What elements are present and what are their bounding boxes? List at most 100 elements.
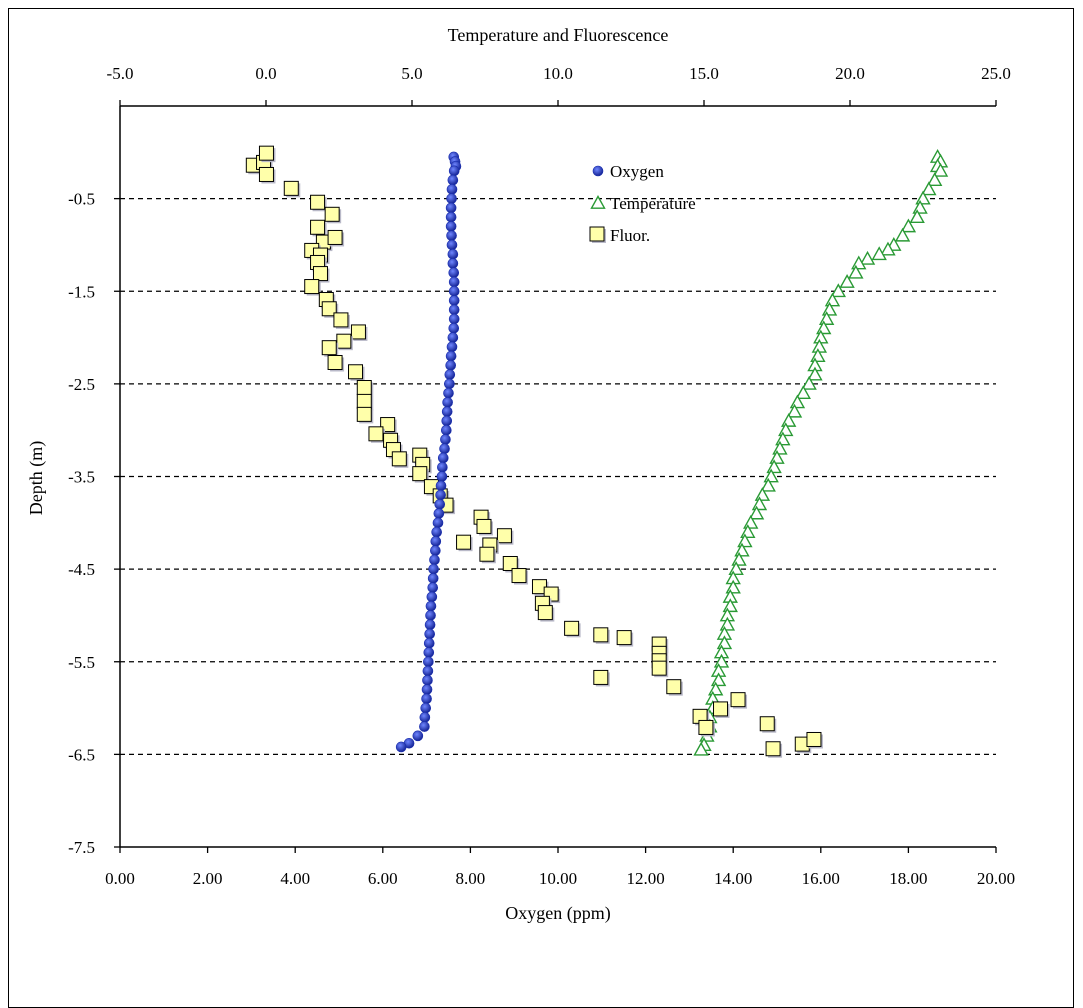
marker-square — [310, 194, 326, 210]
fluor-point — [651, 660, 669, 678]
marker-square — [651, 660, 667, 676]
oxygen-point — [421, 684, 433, 695]
marker-square — [496, 528, 512, 544]
marker-square — [765, 741, 781, 757]
y-axis-tick-label: -6.5 — [68, 745, 95, 764]
marker-square — [564, 620, 580, 636]
marker-square — [356, 393, 372, 409]
marker-square — [356, 380, 372, 396]
oxygen-point — [425, 600, 437, 612]
oxygen-point — [428, 563, 439, 575]
oxygen-point — [424, 628, 435, 640]
fluor-point — [537, 605, 555, 622]
temperature-point — [807, 366, 823, 381]
oxygen-point — [421, 693, 432, 705]
fluor-point — [310, 194, 327, 212]
oxygen-point — [445, 221, 457, 232]
marker-square — [304, 279, 320, 295]
oxygen-point — [445, 350, 457, 362]
fluor-point — [564, 620, 581, 638]
fluor-point — [476, 518, 493, 536]
temperature-point — [871, 246, 887, 261]
marker-square — [283, 180, 299, 196]
marker-square — [502, 555, 518, 571]
oxygen-point — [424, 619, 436, 631]
fluor-point — [336, 333, 353, 351]
temperature-point — [859, 250, 876, 265]
fluor-point — [593, 627, 610, 644]
oxygen-point — [448, 304, 460, 316]
oxygen-point — [448, 267, 460, 279]
temperature-point — [909, 209, 925, 224]
temperature-point — [839, 274, 855, 288]
temperature-point — [801, 375, 817, 390]
oxygen-point — [447, 332, 459, 343]
oxygen-point — [395, 741, 407, 753]
fluor-point — [759, 716, 777, 733]
fluor-point — [380, 417, 397, 434]
oxygen-point — [425, 610, 436, 621]
oxygen-point — [437, 452, 449, 464]
marker-square — [324, 206, 340, 222]
marker-square — [327, 229, 343, 245]
marker-square — [456, 534, 472, 550]
marker-square — [380, 417, 396, 433]
fluor-point — [304, 279, 321, 296]
axes: -5.0 0.0 5.0 10.0 15.0 20.0 25.0 0.00 2.00 4.00 6.… — [68, 64, 1015, 888]
marker-square — [511, 568, 527, 584]
marker-square — [321, 301, 337, 317]
bottom-axis-tick-label: 6.00 — [368, 869, 398, 888]
legend-marker — [590, 195, 606, 209]
legend: Oxygen Temperature Fluor. — [589, 162, 696, 245]
oxygen-point — [447, 248, 459, 260]
fluor-point — [765, 741, 783, 758]
oxygen-point — [422, 674, 433, 686]
oxygen-point — [444, 369, 456, 380]
fluor-point — [321, 340, 339, 357]
temperature-point — [748, 505, 765, 520]
temperature-point — [786, 403, 803, 418]
y-axis-tick-label: -2.5 — [68, 375, 95, 394]
bottom-axis-label: Oxygen (ppm) — [505, 903, 610, 924]
series-fluor — [245, 145, 823, 758]
temperature-point — [932, 162, 949, 177]
legend-marker — [592, 165, 604, 177]
series-oxygen — [395, 151, 462, 753]
marker-square — [333, 312, 349, 328]
temperature-point — [693, 741, 709, 756]
top-axis-tick-label: 20.0 — [835, 64, 865, 83]
oxygen-point — [437, 461, 448, 473]
temperature-point — [760, 477, 776, 492]
y-axis-tick-label: -7.5 — [68, 838, 95, 857]
top-axis-tick-label: 15.0 — [689, 64, 719, 83]
marker-square — [348, 364, 364, 380]
oxygen-point — [427, 582, 439, 593]
marker-square — [258, 145, 274, 161]
temperature-point — [894, 227, 911, 242]
fluor-point — [310, 219, 327, 237]
fluor-point — [666, 679, 683, 696]
oxygen-point — [420, 702, 432, 714]
oxygen-point — [446, 341, 458, 353]
legend-label: Temperature — [610, 194, 696, 213]
marker-square — [479, 546, 495, 562]
fluor-point — [806, 731, 823, 749]
oxygen-point — [444, 378, 455, 390]
oxygen-point — [441, 406, 453, 417]
temperature-point — [830, 283, 847, 298]
y-axis-tick-label: -0.5 — [68, 190, 95, 209]
oxygen-point — [431, 526, 442, 538]
oxygen-point — [435, 489, 446, 501]
y-axis-tick-label: -5.5 — [68, 653, 95, 672]
fluor-point — [350, 324, 368, 341]
y-axis-tick-label: -4.5 — [68, 560, 95, 579]
top-axis-tick-label: 0.0 — [255, 64, 276, 83]
oxygen-point — [435, 480, 447, 492]
temperature-point — [795, 385, 811, 400]
top-axis-tick-label: -5.0 — [107, 64, 134, 83]
marker-square — [616, 630, 632, 646]
marker-square — [759, 716, 775, 732]
oxygen-point — [448, 165, 460, 177]
marker-square — [537, 605, 553, 621]
